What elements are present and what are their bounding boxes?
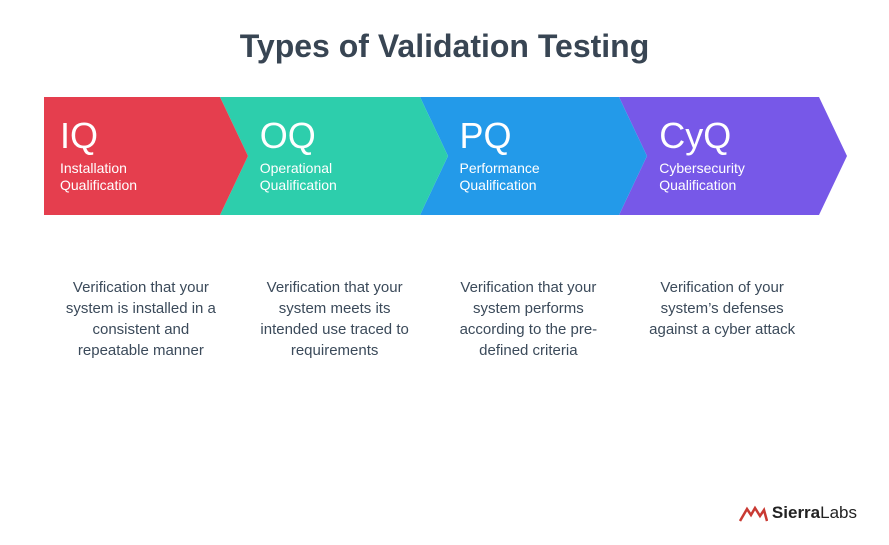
segment-abbr: OQ xyxy=(260,118,410,154)
segment-abbr: PQ xyxy=(460,118,610,154)
mountain-icon xyxy=(738,503,768,523)
brand-logo: SierraLabs xyxy=(738,503,857,523)
segment-abbr: CyQ xyxy=(659,118,809,154)
process-arrow-row: IQ Installation Qualification OQ Operati… xyxy=(0,97,889,215)
page-title: Types of Validation Testing xyxy=(0,0,889,97)
desc-pq: Verification that your system performs a… xyxy=(432,277,626,361)
segment-full-label: Cybersecurity Qualification xyxy=(659,160,779,194)
desc-iq: Verification that your system is install… xyxy=(44,277,238,361)
descriptions-row: Verification that your system is install… xyxy=(0,277,889,361)
segment-full-label: Installation Qualification xyxy=(60,160,180,194)
arrow-segment-pq: PQ Performance Qualification xyxy=(420,97,620,215)
brand-bold: Sierra xyxy=(772,503,820,522)
arrow-segment-cyq: CyQ Cybersecurity Qualification xyxy=(619,97,819,215)
desc-oq: Verification that your system meets its … xyxy=(238,277,432,361)
segment-full-label: Performance Qualification xyxy=(460,160,580,194)
brand-light: Labs xyxy=(820,503,857,522)
segment-full-label: Operational Qualification xyxy=(260,160,380,194)
arrow-segment-oq: OQ Operational Qualification xyxy=(220,97,420,215)
segment-abbr: IQ xyxy=(60,118,210,154)
arrow-segment-iq: IQ Installation Qualification xyxy=(44,97,220,215)
brand-text: SierraLabs xyxy=(772,503,857,523)
desc-cyq: Verification of your system’s defenses a… xyxy=(625,277,819,361)
